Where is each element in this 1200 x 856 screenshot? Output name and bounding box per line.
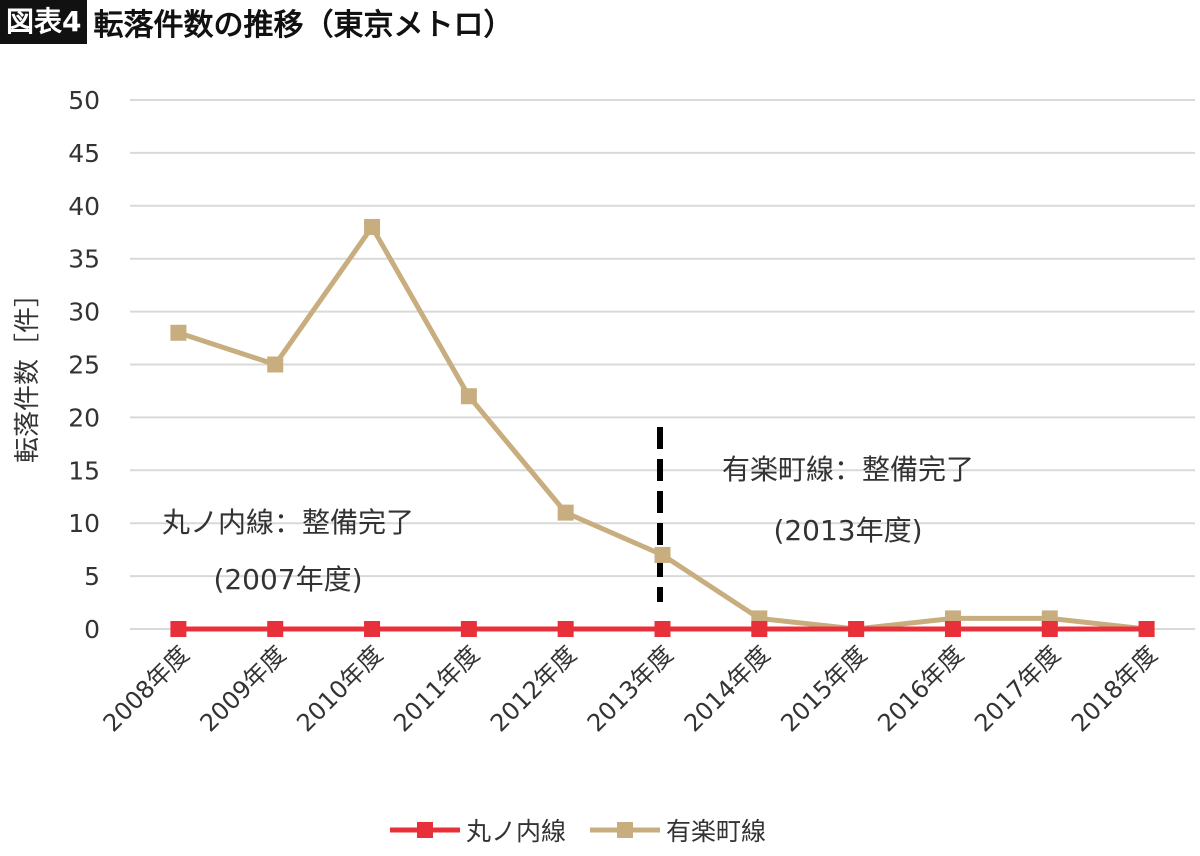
- y-tick-label: 10: [68, 509, 100, 538]
- data-point: [944, 621, 961, 637]
- data-point: [170, 621, 187, 637]
- y-tick-label: 45: [68, 139, 100, 168]
- y-tick-label: 5: [84, 562, 100, 591]
- x-tick-label: 2009年度: [195, 640, 292, 737]
- data-point: [557, 504, 574, 521]
- legend-label: 有楽町線: [666, 817, 766, 846]
- x-tick-label: 2015年度: [775, 640, 872, 737]
- data-point: [460, 388, 477, 405]
- title-text: 転落件数の推移（東京メトロ）: [93, 8, 514, 43]
- y-tick-label: 35: [68, 245, 100, 274]
- legend-label: 丸ノ内線: [466, 817, 566, 846]
- x-tick-label: 2016年度: [872, 640, 969, 737]
- y-tick-label: 50: [68, 86, 100, 115]
- legend-marker: [617, 822, 633, 838]
- y-tick-label: 40: [68, 192, 100, 221]
- data-point: [1041, 621, 1058, 637]
- y-axis-label: 転落件数［件］: [13, 281, 43, 463]
- x-tick-label: 2008年度: [98, 640, 195, 737]
- data-point: [654, 621, 671, 637]
- legend: 丸ノ内線 有楽町線: [390, 817, 766, 846]
- data-point: [1138, 621, 1155, 637]
- chart-title: 図表4 転落件数の推移（東京メトロ）: [0, 0, 513, 44]
- x-tick-label: 2014年度: [679, 640, 776, 737]
- y-tick-label: 15: [68, 456, 100, 485]
- data-point: [654, 546, 671, 563]
- data-point: [751, 621, 768, 637]
- legend-marker: [417, 822, 433, 838]
- data-point: [848, 621, 865, 637]
- data-point: [170, 324, 187, 341]
- data-point: [557, 621, 574, 637]
- x-tick-label: 2018年度: [1066, 640, 1163, 737]
- x-tick-label: 2017年度: [969, 640, 1066, 737]
- y-tick-label: 0: [84, 615, 100, 644]
- annotation-marunouchi-line2: (2007年度): [213, 563, 362, 596]
- annotation-yurakucho-line2: (2013年度): [773, 514, 922, 547]
- data-point: [267, 621, 284, 637]
- x-tick-labels: 2008年度 2009年度 2010年度 2011年度 2012年度 2013年度 2014…: [98, 640, 1163, 737]
- data-point: [364, 621, 381, 637]
- y-tick-label: 30: [68, 298, 100, 327]
- data-point: [460, 621, 477, 637]
- x-tick-label: 2010年度: [291, 640, 388, 737]
- y-tick-labels: 0 5 10 15 20 25 30 35 40 45 50: [68, 86, 100, 644]
- x-tick-label: 2011年度: [388, 640, 485, 737]
- annotation-yurakucho-line1: 有楽町線：整備完了: [722, 453, 974, 486]
- annotation-marunouchi-line1: 丸ノ内線：整備完了: [162, 506, 414, 539]
- data-point: [364, 218, 381, 235]
- figure-badge: 図表4: [0, 0, 88, 44]
- y-tick-label: 20: [68, 403, 100, 432]
- data-point: [267, 356, 284, 373]
- y-tick-label: 25: [68, 351, 100, 380]
- x-tick-label: 2012年度: [485, 640, 582, 737]
- x-tick-label: 2013年度: [582, 640, 679, 737]
- series-0: [170, 621, 1155, 637]
